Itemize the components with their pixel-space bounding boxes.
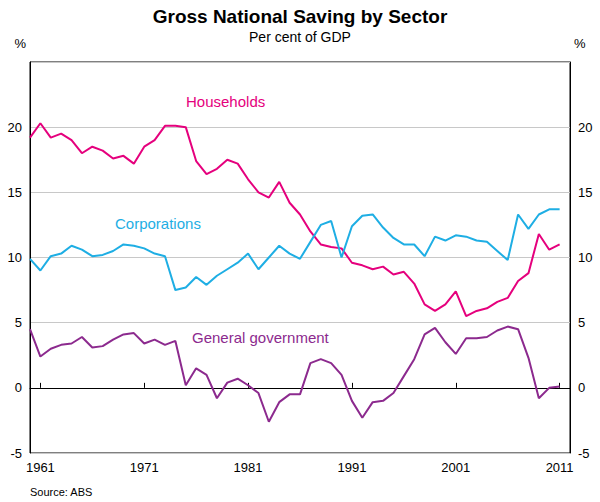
svg-text:1981: 1981 [234,460,263,475]
svg-text:5: 5 [15,315,22,330]
svg-text:2001: 2001 [441,460,470,475]
svg-text:15: 15 [8,185,22,200]
svg-text:10: 10 [578,250,592,265]
svg-text:10: 10 [8,250,22,265]
svg-text:Corporations: Corporations [115,215,201,232]
svg-text:1961: 1961 [26,460,55,475]
svg-text:Per cent of GDP: Per cent of GDP [249,29,351,45]
svg-text:5: 5 [578,315,585,330]
svg-text:2011: 2011 [546,460,574,475]
svg-text:%: % [574,36,586,51]
svg-text:Households: Households [186,93,265,110]
svg-text:Gross National Saving by Secto: Gross National Saving by Sector [153,6,448,27]
svg-text:Source: ABS: Source: ABS [30,486,92,498]
svg-text:-5: -5 [578,446,590,461]
svg-text:%: % [14,36,26,51]
svg-text:20: 20 [578,120,592,135]
svg-text:20: 20 [8,120,22,135]
svg-text:General government: General government [192,329,330,346]
svg-text:0: 0 [578,380,585,395]
svg-text:1991: 1991 [337,460,366,475]
svg-text:-5: -5 [10,446,22,461]
svg-text:0: 0 [15,380,22,395]
svg-text:1971: 1971 [130,460,159,475]
svg-text:15: 15 [578,185,592,200]
